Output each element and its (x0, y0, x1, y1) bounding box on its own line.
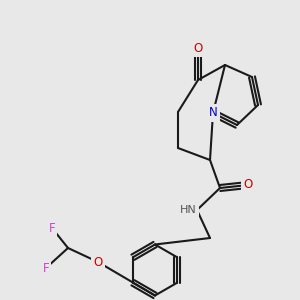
Text: HN: HN (180, 205, 197, 215)
Text: N: N (208, 106, 217, 119)
Text: O: O (243, 178, 253, 191)
Text: F: F (43, 262, 49, 275)
Text: F: F (49, 221, 55, 235)
Text: O: O (194, 41, 202, 55)
Text: O: O (93, 256, 103, 268)
